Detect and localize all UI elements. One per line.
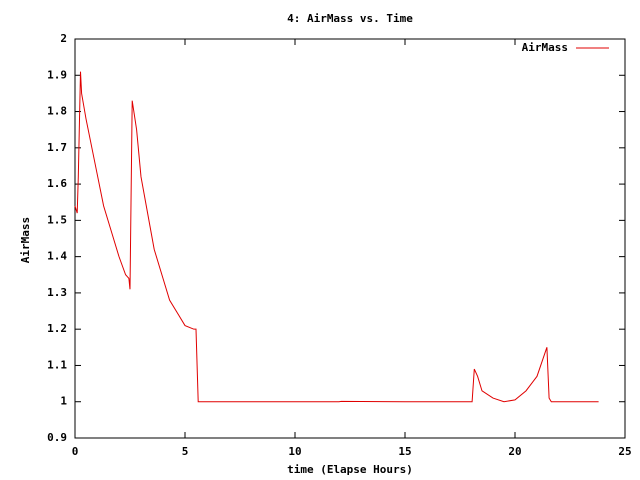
data-line [74,71,599,403]
x-tick-label: 0 [72,445,79,458]
x-axis-label: time (Elapse Hours) [287,463,413,476]
y-tick-label: 1.6 [47,177,67,190]
x-tick-label: 15 [398,445,411,458]
y-tick-label: 1.1 [47,358,67,371]
x-tick-label: 25 [618,445,631,458]
x-tick-label: 5 [182,445,189,458]
y-tick-label: 1 [60,395,67,408]
y-tick-label: 2 [60,32,67,45]
y-tick-label: 1.4 [47,250,67,263]
plot-border [74,38,626,439]
y-tick-label: 1.7 [47,141,67,154]
x-tick-label: 10 [288,445,301,458]
y-tick-label: 1.3 [47,286,67,299]
y-tick-label: 1.2 [47,322,67,335]
y-tick-label: 1.8 [47,105,67,118]
y-tick-label: 1.5 [47,213,67,226]
chart-title: 4: AirMass vs. Time [287,12,413,25]
x-tick-label: 20 [508,445,521,458]
y-axis-label: AirMass [19,217,32,263]
legend-label: AirMass [522,41,568,54]
y-tick-label: 0.9 [47,431,67,444]
y-tick-label: 1.9 [47,68,67,81]
